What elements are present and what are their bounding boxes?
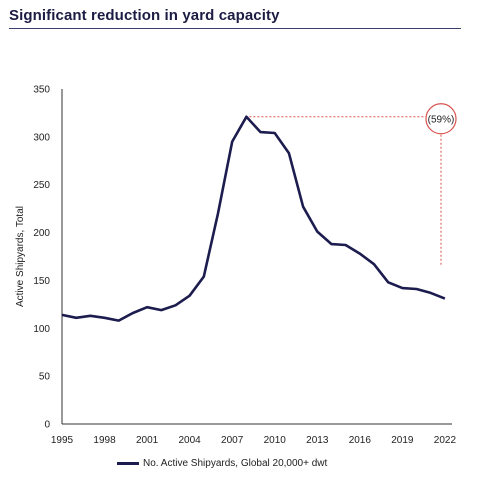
x-axis-ticks: 1995 1998 2001 2004 2007 2010 2013 2016 2019 2022 — [51, 435, 457, 446]
x-tick-label: 2022 — [434, 435, 457, 446]
reduction-annotation: (59%) — [249, 103, 457, 266]
x-tick-label: 2013 — [306, 435, 329, 446]
y-tick-label: 200 — [33, 228, 50, 239]
y-tick-label: 350 — [33, 85, 50, 96]
x-tick-label: 2010 — [264, 435, 287, 446]
x-tick-label: 2007 — [221, 435, 244, 446]
y-tick-label: 0 — [44, 420, 50, 431]
x-tick-label: 2001 — [136, 435, 159, 446]
title-divider — [9, 28, 461, 29]
y-tick-label: 300 — [33, 132, 50, 143]
y-tick-label: 150 — [33, 276, 50, 287]
chart-title: Significant reduction in yard capacity — [9, 7, 280, 24]
x-tick-label: 2016 — [349, 435, 372, 446]
y-tick-label: 50 — [39, 372, 51, 383]
x-tick-label: 1998 — [93, 435, 116, 446]
x-tick-label: 2004 — [179, 435, 202, 446]
series-line-active-shipyards — [61, 115, 446, 322]
y-axis-ticks: 0 50 100 150 200 250 300 350 — [33, 85, 50, 431]
x-tick-label: 1995 — [51, 435, 74, 446]
y-tick-label: 250 — [33, 180, 50, 191]
legend: No. Active Shipyards, Global 20,000+ dwt — [117, 458, 327, 469]
legend-label: No. Active Shipyards, Global 20,000+ dwt — [143, 458, 328, 469]
annotation-circle — [425, 103, 457, 135]
legend-swatch — [117, 462, 139, 465]
y-axis-label: Active Shipyards, Total — [15, 206, 26, 307]
annotation-label: (59%) — [428, 114, 455, 125]
y-tick-label: 100 — [33, 324, 50, 335]
x-tick-label: 2019 — [391, 435, 414, 446]
